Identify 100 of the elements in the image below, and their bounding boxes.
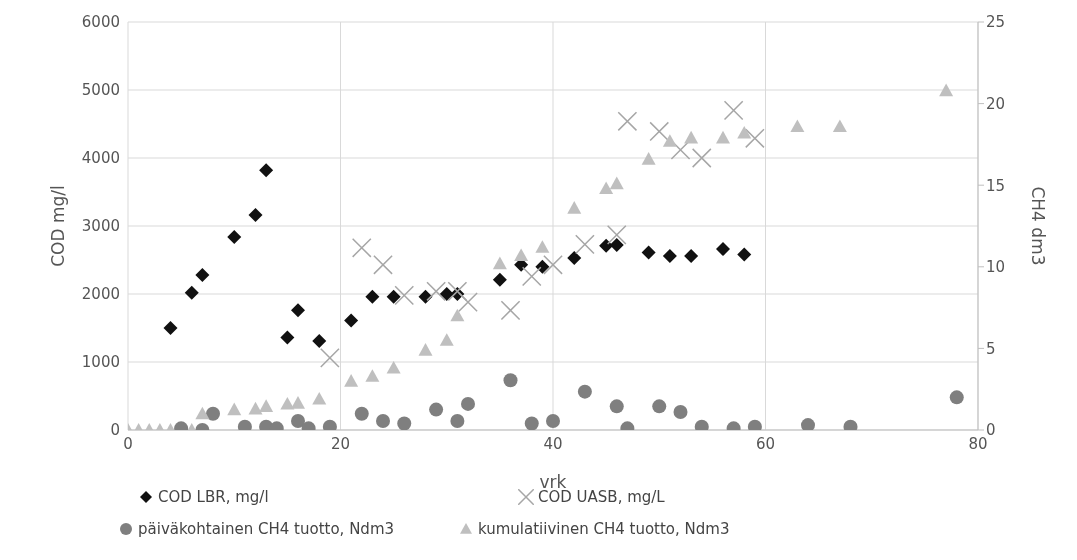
point	[376, 414, 390, 429]
point	[206, 406, 220, 421]
point	[344, 374, 359, 387]
point	[662, 248, 677, 263]
point	[439, 333, 454, 346]
point	[684, 248, 699, 263]
point	[503, 373, 518, 388]
y2-tick-label: 20	[986, 94, 1006, 113]
point	[599, 181, 614, 195]
point	[397, 416, 412, 430]
point	[567, 250, 582, 265]
point	[386, 289, 401, 304]
point	[543, 254, 563, 275]
point	[567, 201, 582, 214]
point	[418, 343, 433, 356]
point	[195, 406, 210, 420]
point	[184, 285, 199, 300]
point	[291, 396, 305, 409]
point	[312, 333, 327, 348]
point	[599, 238, 614, 253]
x-tick-label: 20	[330, 434, 351, 453]
legend-label: COD UASB, mg/L	[538, 488, 665, 506]
point	[514, 248, 529, 261]
point	[609, 176, 624, 190]
point	[312, 391, 327, 405]
point	[458, 292, 478, 313]
point	[461, 396, 475, 411]
point	[546, 414, 560, 429]
point	[609, 399, 624, 414]
point	[195, 267, 210, 282]
x-tick-label: 40	[543, 434, 563, 453]
point	[790, 119, 805, 133]
point	[386, 360, 401, 374]
point	[354, 406, 369, 421]
y2-tick-label: 10	[986, 258, 1006, 277]
point	[418, 289, 433, 304]
point	[649, 121, 670, 142]
point	[673, 405, 688, 420]
y-tick-label: 5000	[81, 81, 120, 100]
point	[320, 348, 340, 368]
point	[373, 254, 393, 275]
point	[662, 134, 677, 147]
point	[737, 125, 752, 139]
point	[439, 287, 454, 301]
point	[801, 418, 815, 430]
legend-label: päiväkohtainen CH4 tuotto, Ndm3	[138, 520, 395, 538]
point	[577, 384, 592, 399]
point	[521, 266, 542, 287]
point	[745, 128, 765, 149]
point	[939, 83, 954, 97]
legend-label: COD LBR, mg/l	[158, 488, 269, 506]
point	[691, 148, 712, 168]
point	[832, 119, 847, 133]
point	[492, 256, 507, 270]
y2-tick-label: 0	[986, 421, 996, 440]
point	[163, 321, 178, 335]
point	[737, 247, 752, 262]
y-tick-label: 1000	[81, 353, 120, 372]
y2-tick-label: 15	[986, 176, 1006, 195]
y-tick-label: 6000	[81, 13, 120, 32]
point	[716, 130, 730, 144]
legend-label: kumulatiivinen CH4 tuotto, Ndm3	[478, 520, 730, 538]
point	[227, 402, 242, 416]
point	[524, 416, 539, 430]
point	[535, 259, 550, 274]
point	[248, 401, 263, 415]
y-tick-label: 4000	[81, 149, 120, 168]
y-tick-label: 0	[110, 421, 120, 440]
x-tick-label: 60	[755, 434, 776, 453]
point	[291, 303, 305, 318]
point	[344, 313, 359, 328]
point	[723, 100, 744, 121]
point	[652, 399, 667, 414]
point	[394, 285, 415, 306]
y-tick-label: 3000	[81, 217, 120, 236]
point	[259, 399, 274, 412]
point	[365, 369, 380, 382]
point	[606, 224, 627, 245]
y-tick-label: 2000	[81, 285, 120, 304]
point	[450, 308, 465, 322]
point	[716, 242, 730, 257]
y2-tick-label: 5	[986, 339, 996, 358]
point	[280, 330, 295, 345]
point	[248, 208, 263, 223]
point	[575, 234, 595, 255]
point	[684, 130, 699, 144]
point	[259, 163, 274, 178]
x-tick-label: 80	[968, 434, 988, 453]
point	[641, 245, 656, 260]
point	[609, 238, 624, 253]
y2-tick-label: 25	[986, 13, 1006, 32]
point	[227, 229, 242, 244]
point	[429, 402, 444, 417]
point	[535, 240, 550, 253]
point	[291, 414, 305, 429]
y-axis-title: COD mg/l	[48, 185, 69, 267]
point	[450, 414, 465, 429]
point	[617, 111, 638, 132]
point	[641, 152, 656, 165]
point	[949, 390, 964, 405]
